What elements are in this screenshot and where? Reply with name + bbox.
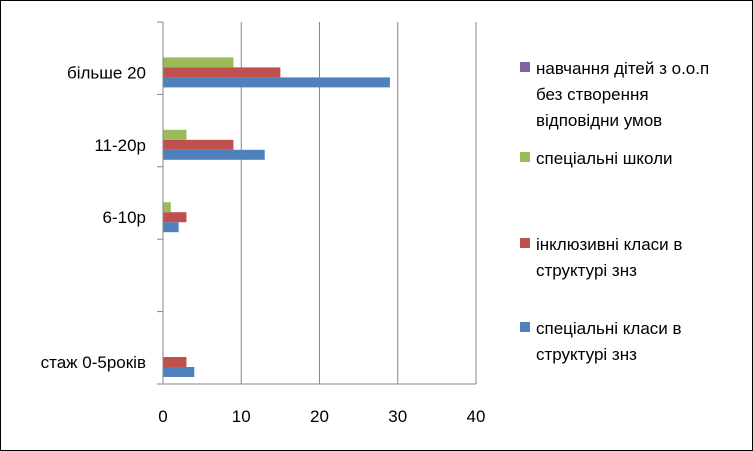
- bar: [163, 367, 195, 377]
- legend-item: інклюзивні класи в структурі знз: [520, 235, 682, 280]
- legend-label: без створення: [536, 85, 649, 104]
- bar: [163, 129, 187, 140]
- bar: [163, 77, 390, 88]
- axes: [157, 21, 476, 385]
- x-tick-label: 0: [158, 407, 167, 426]
- legend-label: відповідни умов: [536, 111, 662, 130]
- bar: [163, 57, 234, 68]
- legend: навчання дітей з о.о.п без створення відпо…: [520, 59, 709, 364]
- legend-label: структурі знз: [536, 345, 637, 364]
- bar: [163, 149, 265, 160]
- bars: [163, 57, 390, 377]
- legend-label: спеціальні школи: [536, 149, 673, 168]
- legend-swatch: [520, 152, 530, 162]
- category-labels: стаж 0-5років 6-10р 11-20р більше 20: [41, 63, 146, 372]
- category-label: 11-20р: [94, 136, 146, 155]
- legend-item: спеціальні класи в структурі знз: [520, 319, 682, 364]
- bar: [163, 212, 187, 223]
- legend-label: спеціальні класи в: [536, 319, 682, 338]
- bar: [163, 357, 187, 367]
- x-tick-labels: 0 10 20 30 40: [158, 407, 485, 426]
- bar: [163, 67, 281, 78]
- legend-label: інклюзивні класи в: [536, 235, 682, 254]
- x-tick-label: 20: [310, 407, 329, 426]
- bar: [163, 222, 179, 233]
- legend-item: спеціальні школи: [520, 149, 673, 168]
- legend-swatch: [520, 238, 530, 248]
- x-tick-label: 40: [467, 407, 486, 426]
- legend-label: структурі знз: [536, 261, 637, 280]
- category-label: стаж 0-5років: [41, 353, 146, 372]
- x-tick-label: 10: [232, 407, 251, 426]
- legend-item: навчання дітей з о.о.п без створення відпо…: [520, 59, 709, 130]
- x-tick-label: 30: [388, 407, 407, 426]
- legend-swatch: [520, 62, 530, 72]
- bar: [163, 139, 234, 150]
- legend-swatch: [520, 322, 530, 332]
- category-label: більше 20: [67, 63, 146, 82]
- bar: [163, 202, 171, 213]
- legend-label: навчання дітей з о.о.п: [536, 59, 709, 78]
- category-label: 6-10р: [103, 208, 146, 227]
